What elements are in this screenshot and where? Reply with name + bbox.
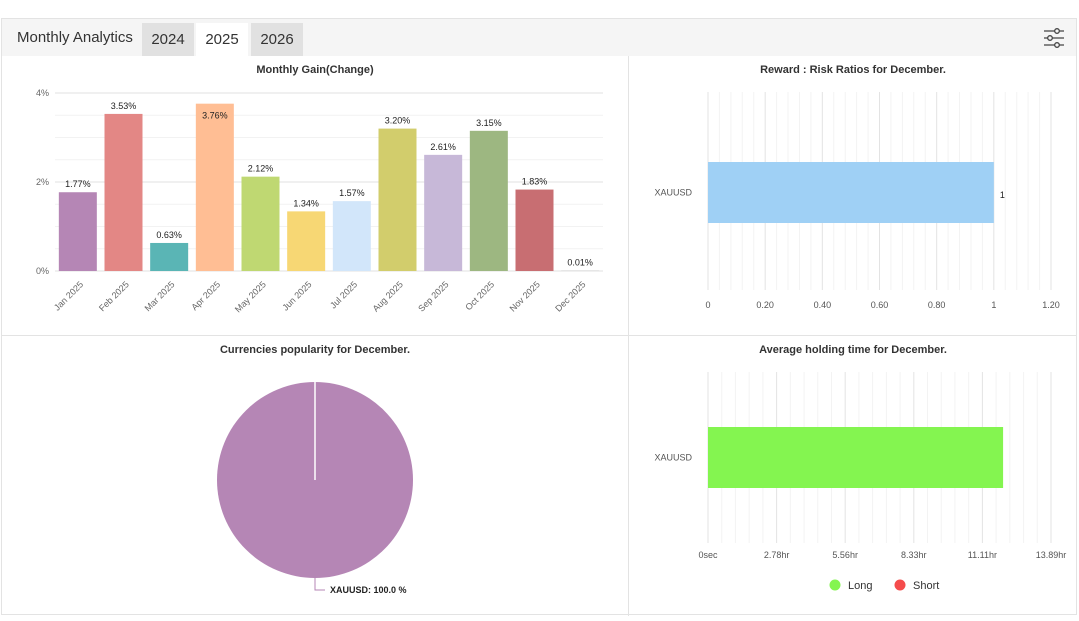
bar	[241, 176, 280, 271]
sliders-icon[interactable]	[1042, 26, 1066, 50]
gain-chart-title: Monthly Gain(Change)	[256, 64, 374, 76]
bar	[104, 113, 143, 271]
bar	[332, 201, 371, 271]
bar	[378, 128, 417, 271]
data-label: 3.76%	[202, 111, 228, 121]
x-tick-label: May 2025	[233, 279, 268, 314]
pie-chart-title: Currencies popularity for December.	[220, 344, 410, 356]
x-tick-label: Apr 2025	[189, 279, 222, 312]
holding-time-chart: 0sec 2.78hr 5.56hr 8.33hr 11.11hr 13.89hr XAUU…	[654, 372, 1066, 592]
x-tick-label: Dec 2025	[553, 279, 587, 313]
x-tick-label: Feb 2025	[97, 279, 131, 313]
y-tick-label: 0%	[36, 266, 49, 276]
y-tick-label: 4%	[36, 88, 49, 98]
data-label: 1	[1000, 190, 1005, 200]
y-tick-label: 2%	[36, 177, 49, 187]
divider-horizontal	[2, 335, 1076, 336]
data-label: XAUUSD: 100.0 %	[330, 585, 407, 595]
x-tick-label: 1	[991, 300, 996, 310]
y-category-label: XAUUSD	[654, 188, 692, 198]
currencies-pie-chart: XAUUSD: 100.0 %	[217, 382, 413, 595]
widget-title: Monthly Analytics	[17, 29, 133, 46]
data-label: 1.77%	[65, 179, 91, 189]
x-tick-label: Jun 2025	[280, 279, 313, 312]
data-label: 2.61%	[430, 142, 456, 152]
label-connector	[314, 578, 325, 591]
bar	[515, 189, 554, 271]
bar	[58, 192, 97, 271]
x-tick-label: 0.20	[756, 300, 774, 310]
legend-label-long: Long	[848, 580, 872, 592]
x-tick-label: Jul 2025	[328, 279, 359, 310]
x-tick-label: 5.56hr	[832, 550, 858, 560]
bar	[708, 162, 994, 223]
bar	[195, 103, 234, 272]
tab-2024[interactable]: 2024	[142, 23, 194, 56]
bar	[424, 154, 463, 271]
x-tick-label: Aug 2025	[371, 279, 405, 313]
x-tick-label: 0sec	[698, 550, 718, 560]
x-tick-label: 13.89hr	[1036, 550, 1067, 560]
x-tick-label: 8.33hr	[901, 550, 927, 560]
bar	[150, 242, 189, 271]
monthly-analytics-widget: Monthly Analytics 2024 2025 2026	[1, 18, 1077, 616]
legend-marker-long	[829, 579, 841, 591]
y-category-label: XAUUSD	[654, 453, 692, 463]
bar	[469, 130, 508, 271]
x-tick-label: Oct 2025	[463, 279, 496, 312]
tab-2025[interactable]: 2025	[196, 23, 248, 56]
data-label: 3.20%	[385, 116, 411, 126]
data-label: 1.83%	[522, 177, 548, 187]
data-label: 1.57%	[339, 188, 365, 198]
legend-label-short: Short	[913, 580, 939, 592]
data-label: 0.01%	[567, 258, 593, 268]
x-tick-label: 0.60	[871, 300, 889, 310]
x-tick-label: 0.80	[928, 300, 946, 310]
x-tick-label: Jan 2025	[52, 279, 85, 312]
legend-marker-short	[894, 579, 906, 591]
bar	[708, 427, 1004, 488]
x-tick-label: 0	[705, 300, 710, 310]
data-label: 1.34%	[293, 198, 319, 208]
header: Monthly Analytics 2024 2025 2026	[2, 19, 1076, 56]
holding-chart-title: Average holding time for December.	[759, 344, 947, 356]
x-tick-label: 2.78hr	[764, 550, 790, 560]
x-tick-label: 0.40	[814, 300, 832, 310]
x-tick-label: 11.11hr	[968, 550, 997, 560]
x-tick-label: 1.20	[1042, 300, 1060, 310]
bar	[287, 211, 326, 271]
x-tick-label: Nov 2025	[508, 279, 542, 313]
data-label: 3.15%	[476, 118, 502, 128]
risk-chart-title: Reward : Risk Ratios for December.	[760, 64, 946, 76]
x-tick-label: Mar 2025	[143, 279, 177, 313]
data-label: 3.53%	[111, 101, 137, 111]
risk-ratio-chart: 0 0.20 0.40 0.60 0.80 1 1.20 XAUUSD 1	[654, 92, 1060, 310]
divider-vertical	[628, 56, 629, 616]
data-label: 2.12%	[248, 164, 274, 174]
tab-2026[interactable]: 2026	[251, 23, 303, 56]
monthly-gain-chart: 0% 2% 4% 1.77% Jan 2025 3.53% Feb 2025 0.63% Mar…	[36, 88, 603, 314]
data-label: 0.63%	[156, 230, 182, 240]
x-tick-label: Sep 2025	[416, 279, 450, 313]
